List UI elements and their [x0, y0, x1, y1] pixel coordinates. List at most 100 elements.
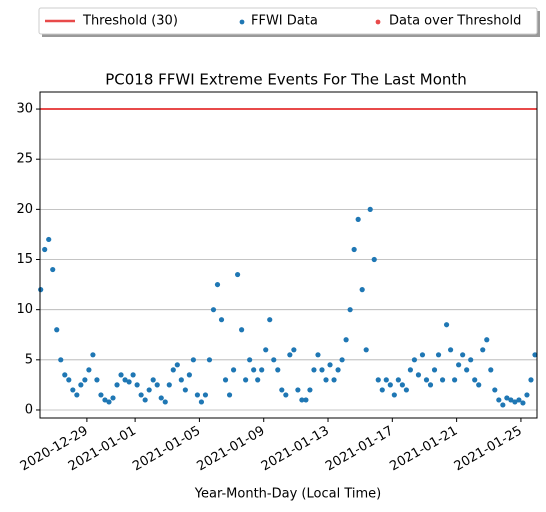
data-point — [476, 382, 482, 388]
data-point — [335, 367, 341, 373]
data-point — [399, 382, 405, 388]
data-point — [387, 382, 393, 388]
data-point — [496, 397, 502, 403]
data-point — [411, 357, 418, 363]
chart-title: PC018 FFWI Extreme Events For The Last M… — [105, 71, 467, 89]
data-point — [532, 352, 538, 358]
y-tick-label: 10 — [16, 302, 33, 317]
data-point — [138, 392, 144, 398]
legend-label: FFWI Data — [251, 14, 318, 29]
data-point — [512, 399, 518, 405]
data-point — [222, 377, 229, 383]
data-point — [520, 400, 526, 406]
data-point — [150, 377, 156, 383]
data-point — [492, 387, 498, 393]
data-point — [279, 387, 285, 393]
data-point — [78, 382, 84, 388]
y-tick-label: 15 — [16, 252, 33, 267]
data-point — [263, 347, 269, 353]
data-point — [46, 236, 52, 243]
data-point — [243, 377, 249, 383]
data-point — [367, 206, 373, 212]
data-point — [259, 367, 265, 373]
data-point — [351, 246, 357, 253]
y-tick-label: 0 — [25, 402, 33, 417]
data-point — [415, 372, 422, 378]
data-point — [423, 377, 430, 383]
data-point — [74, 392, 80, 398]
data-point — [295, 387, 301, 393]
data-point — [283, 392, 289, 398]
data-point — [307, 387, 313, 393]
data-point — [98, 392, 104, 398]
data-point — [170, 367, 176, 373]
data-point — [206, 357, 213, 363]
data-point — [186, 372, 192, 378]
data-point — [146, 387, 152, 393]
data-point — [251, 367, 257, 373]
data-point — [90, 352, 96, 358]
data-point — [315, 352, 321, 358]
data-point — [363, 347, 369, 353]
data-point — [190, 357, 196, 363]
data-point — [391, 392, 397, 398]
x-axis-label: Year-Month-Day (Local Time) — [194, 487, 381, 502]
data-point — [114, 382, 120, 388]
data-point — [287, 352, 293, 358]
data-point — [371, 256, 377, 263]
data-point — [247, 357, 253, 363]
data-point — [214, 281, 221, 288]
data-point — [516, 397, 522, 403]
y-tick-label: 25 — [16, 152, 33, 167]
data-point — [198, 399, 205, 405]
data-point — [58, 357, 64, 363]
data-point — [106, 399, 112, 405]
x-tick-label: 2021-01-17 — [323, 424, 396, 475]
data-point — [210, 307, 217, 313]
data-point — [166, 382, 172, 388]
data-point — [323, 377, 329, 383]
data-point — [447, 347, 454, 353]
data-point — [202, 392, 209, 398]
data-point — [130, 372, 136, 378]
data-point — [38, 287, 44, 293]
legend-swatch — [239, 19, 245, 25]
data-point — [234, 271, 241, 278]
x-tick-label: 2021-01-13 — [259, 424, 332, 475]
data-point — [508, 397, 514, 403]
data-point — [480, 347, 486, 353]
data-point — [102, 397, 108, 403]
data-point — [407, 367, 414, 373]
data-point — [339, 357, 345, 363]
data-point — [122, 377, 128, 383]
data-point — [439, 377, 446, 383]
data-point — [419, 352, 426, 358]
data-point — [331, 377, 337, 383]
data-point — [194, 392, 201, 398]
data-point — [118, 372, 124, 378]
data-point — [528, 377, 534, 383]
data-point — [110, 395, 116, 401]
x-tick-label: 2021-01-21 — [387, 424, 460, 475]
data-point — [126, 379, 132, 385]
data-point — [395, 377, 401, 383]
data-point — [359, 287, 365, 293]
data-point — [70, 387, 76, 393]
data-point — [291, 347, 297, 353]
data-point — [94, 377, 100, 383]
y-tick-label: 30 — [16, 102, 33, 117]
data-point — [134, 382, 140, 388]
data-point — [182, 387, 188, 393]
data-point — [299, 397, 305, 403]
y-tick-label: 20 — [16, 202, 33, 217]
data-point — [460, 352, 466, 358]
data-point — [468, 357, 474, 363]
data-point — [443, 322, 450, 328]
data-point — [456, 362, 462, 368]
data-point — [42, 246, 48, 253]
data-point — [66, 377, 72, 383]
data-point — [452, 377, 458, 383]
y-tick-label: 5 — [25, 352, 33, 367]
data-point — [500, 402, 506, 408]
